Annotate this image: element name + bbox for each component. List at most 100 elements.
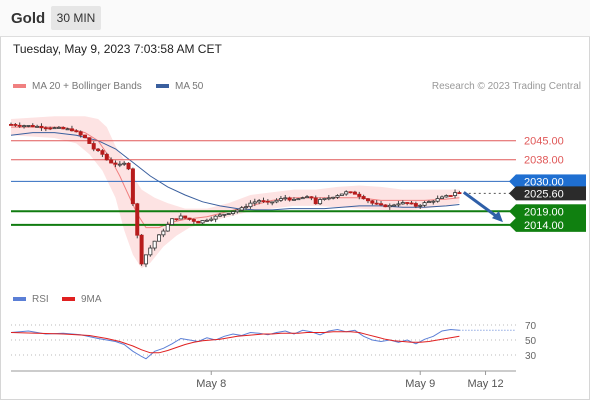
- candle: [261, 197, 266, 203]
- candle: [122, 161, 127, 166]
- candle-body: [213, 215, 218, 220]
- candle-body: [100, 150, 105, 155]
- candle: [309, 196, 314, 201]
- candle: [326, 194, 331, 201]
- candle-body: [405, 202, 410, 204]
- level-label-2014.00: 2014.00: [524, 220, 564, 232]
- candle-body: [117, 163, 122, 166]
- candle-body: [318, 199, 323, 205]
- candle-body: [270, 201, 275, 204]
- candle-body: [87, 137, 92, 144]
- candle-body: [74, 130, 79, 133]
- candle-body: [39, 125, 44, 129]
- candle: [287, 196, 292, 202]
- level-box-2014.00: [516, 217, 586, 232]
- candle-body: [244, 206, 249, 209]
- candle-body: [300, 197, 305, 200]
- rsi-series-RSI: [10, 328, 460, 360]
- candle-body: [226, 213, 231, 215]
- candle-body: [426, 201, 431, 204]
- rsi-series-9MA: [10, 331, 460, 354]
- candle: [96, 147, 101, 153]
- candle-body: [231, 211, 236, 214]
- candle: [335, 194, 340, 199]
- candle: [379, 201, 384, 207]
- rsi-tick-50: 50: [525, 336, 537, 347]
- chart-header: Gold 30 MIN: [0, 0, 590, 37]
- candle: [191, 218, 196, 224]
- candle-body: [69, 128, 74, 132]
- legend-9ma: 9MA: [62, 294, 102, 305]
- candle-body: [409, 202, 414, 205]
- candle-body: [313, 197, 318, 205]
- x-tick-label: May 9: [405, 378, 435, 390]
- candle: [213, 215, 218, 223]
- candle-body: [248, 202, 253, 208]
- legend-9ma-label: 9MA: [81, 294, 102, 305]
- candle: [69, 125, 74, 132]
- candle: [357, 191, 362, 200]
- candle-body: [278, 198, 283, 201]
- candle: [387, 203, 392, 210]
- candle: [209, 216, 214, 222]
- candle: [13, 123, 18, 127]
- candle-body: [413, 203, 418, 207]
- candle-body: [265, 200, 270, 203]
- candle-body: [165, 224, 170, 232]
- candle-body: [400, 202, 405, 205]
- level-label-2045.00: 2045.00: [524, 136, 564, 148]
- candle: [117, 161, 122, 168]
- candle: [444, 194, 449, 198]
- candle-body: [161, 230, 166, 236]
- candle: [409, 200, 414, 205]
- candle: [61, 126, 66, 130]
- candle-body: [152, 240, 157, 249]
- timeframe-badge[interactable]: 30 MIN: [51, 6, 101, 30]
- candle-body: [457, 192, 462, 195]
- candle-body: [344, 191, 349, 195]
- candle-body: [200, 220, 205, 224]
- candle: [339, 193, 344, 196]
- candle: [56, 125, 61, 129]
- candle: [313, 195, 318, 205]
- candle-body: [43, 127, 48, 130]
- forecast-arrow-shaft: [462, 191, 500, 220]
- candle-body: [283, 197, 288, 200]
- candle-body: [331, 196, 336, 199]
- candle: [148, 245, 153, 257]
- candle: [157, 233, 162, 242]
- rsi-tick-30: 30: [525, 351, 537, 362]
- candle: [252, 198, 257, 207]
- candle: [239, 205, 244, 212]
- candle-body: [174, 218, 179, 221]
- candle: [361, 194, 366, 200]
- level-pointer-2019.00: [509, 204, 516, 219]
- candle: [392, 203, 397, 207]
- candle: [257, 198, 262, 205]
- candle-body: [143, 254, 148, 265]
- candle: [413, 201, 418, 209]
- candle-body: [204, 219, 209, 222]
- candle: [196, 220, 201, 224]
- candle: [217, 212, 222, 218]
- candle: [435, 195, 440, 203]
- candle: [422, 200, 427, 208]
- candle: [448, 195, 453, 197]
- candle: [183, 215, 188, 219]
- ma20-swatch: [13, 84, 26, 89]
- candle: [453, 189, 458, 199]
- candle: [396, 200, 401, 208]
- legend-ma20: MA 20 + Bollinger Bands: [13, 81, 142, 92]
- candle-body: [453, 192, 458, 196]
- legend-rsi: RSI: [13, 294, 49, 305]
- candle-body: [387, 204, 392, 208]
- candle-body: [113, 162, 118, 165]
- candle-body: [383, 204, 388, 208]
- candle-body: [418, 204, 423, 207]
- level-label-2019.00: 2019.00: [524, 206, 564, 218]
- candle: [170, 218, 175, 225]
- candle: [248, 200, 253, 209]
- ma9-swatch: [62, 297, 75, 302]
- candle: [244, 203, 249, 210]
- candle-body: [396, 203, 401, 206]
